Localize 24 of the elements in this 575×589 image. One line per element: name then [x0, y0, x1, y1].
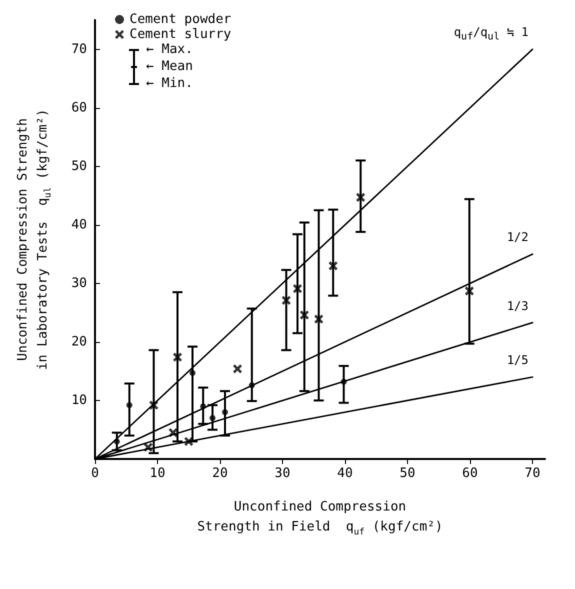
y-tick-label: 40 — [71, 217, 87, 232]
annotation: ← Max. — [146, 42, 193, 57]
x-tick-label: 10 — [150, 466, 166, 481]
y-tick-label: 60 — [71, 100, 87, 116]
y-tick-label: 50 — [71, 158, 87, 174]
series-label: 1/5 — [506, 353, 528, 368]
legend-label: Cement slurry — [130, 27, 232, 42]
series-label: 1/2 — [506, 230, 528, 244]
x-tick-label: 20 — [212, 466, 228, 481]
x-tick-label: 50 — [400, 466, 416, 481]
series-label: 1/3 — [506, 298, 528, 313]
annotation: ← Mean — [146, 59, 193, 74]
y-tick-label: 70 — [71, 42, 87, 57]
y-tick-label: 20 — [71, 334, 87, 350]
x-tick-label: 0 — [91, 466, 99, 481]
x-tick-label: 40 — [337, 466, 353, 481]
y-tick-label: 10 — [71, 392, 87, 408]
x-tick-label: 70 — [524, 466, 540, 481]
annotation: ← Min. — [146, 76, 193, 91]
x-tick-label: 30 — [274, 466, 290, 481]
y-tick-label: 30 — [71, 276, 87, 291]
series-label: q$_{uf}$/q$_{ul}$ ≒ 1 — [454, 25, 528, 43]
x-tick-label: 60 — [462, 466, 478, 481]
legend-label: Cement powder — [130, 12, 232, 27]
